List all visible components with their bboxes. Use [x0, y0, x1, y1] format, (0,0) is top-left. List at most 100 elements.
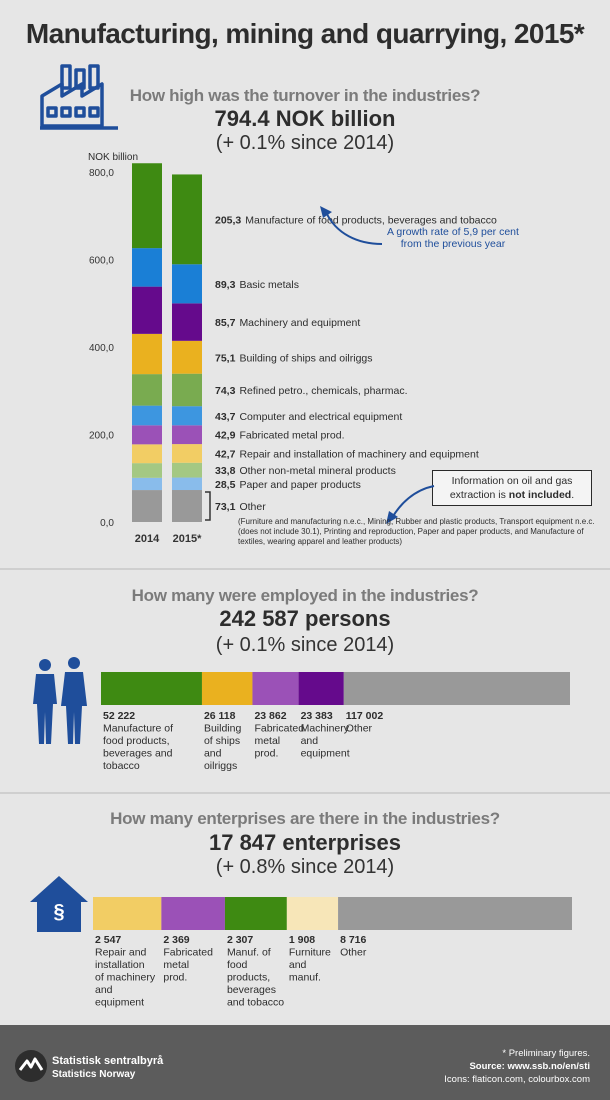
- footer: Statistisk sentralbyrå Statistics Norway…: [0, 1025, 610, 1100]
- bar-segment: [132, 248, 162, 287]
- segment-name-label: tobacco: [103, 760, 140, 772]
- turnover-change: (+ 0.1% since 2014): [215, 132, 395, 154]
- bar-segment: [286, 897, 339, 930]
- enterprises-question: How many enterprises are there in the in…: [110, 809, 500, 828]
- segment-label: 28,5 Paper and paper products: [215, 479, 361, 491]
- segment-name-label: and: [95, 984, 113, 996]
- segment-name-label: food: [227, 959, 248, 971]
- bar-segment: [201, 672, 253, 705]
- turnover-chart: 0,0 200,0 400,0 600,0 800,0 2014 2015* 73,1 Othe…: [89, 163, 497, 545]
- other-note: (Furniture and manufacturing n.e.c., Min…: [238, 517, 595, 546]
- segment-label: 85,7 Machinery and equipment: [215, 317, 360, 329]
- segment-value-label: 2 307: [227, 934, 253, 946]
- bar-segment: [132, 163, 162, 249]
- turnover-value: 794.4 NOK billion: [214, 106, 396, 131]
- bar-segment: [172, 174, 202, 265]
- segment-name-label: Machinery: [301, 723, 350, 735]
- segment-name-label: Manufacture of: [103, 723, 173, 735]
- segment-label: 74,3 Refined petro., chemicals, pharmac.: [215, 385, 408, 397]
- bar-segment: [132, 286, 162, 334]
- bar-segment: [161, 897, 225, 930]
- bar-segment: [93, 897, 162, 930]
- segment-name-label: food products,: [103, 735, 170, 747]
- bar-segment: [132, 490, 162, 522]
- segment-name-label: products,: [227, 972, 270, 984]
- page-title: Manufacturing, mining and quarrying, 201…: [25, 18, 585, 49]
- svg-text:§: §: [53, 901, 64, 923]
- bar-segment: [298, 672, 344, 705]
- enterprises-value: 17 847 enterprises: [208, 830, 402, 855]
- segment-name-label: Manuf. of: [227, 947, 271, 959]
- bar-segment: [132, 444, 162, 464]
- divider: [0, 792, 610, 794]
- bar-segment: [172, 462, 202, 478]
- bar-segment: [252, 672, 299, 705]
- segment-value-label: 8 716: [340, 934, 366, 946]
- info-arrow-icon: [386, 485, 435, 524]
- segment-name-label: Other: [346, 723, 373, 735]
- segment-name-label: Furniture: [289, 947, 331, 959]
- bar-segment: [101, 672, 202, 705]
- segment-name-label: oilriggs: [204, 760, 237, 772]
- growth-callout: A growth rate of 5,9 per cent from the p…: [387, 226, 519, 250]
- footnote: * Preliminary figures.: [502, 1048, 590, 1059]
- segment-name-label: prod.: [254, 748, 278, 760]
- segment-name-label: beverages and: [103, 748, 173, 760]
- segment-name-label: prod.: [163, 972, 187, 984]
- segment-name-label: manuf.: [289, 972, 321, 984]
- y-tick-label: 800,0: [89, 168, 114, 179]
- segment-value-label: 26 118: [204, 710, 236, 722]
- info-box-end: .: [571, 489, 575, 501]
- y-tick-label: 0,0: [100, 518, 114, 529]
- bar-segment: [172, 373, 202, 407]
- segment-label: 42,7 Repair and installation of machinery…: [215, 448, 479, 460]
- bar-segment: [338, 897, 572, 930]
- bar-segment: [132, 405, 162, 426]
- employment-value: 242 587 persons: [219, 606, 391, 631]
- callout-arrow-icon: [320, 206, 383, 245]
- turnover-question: How high was the turnover in the industr…: [129, 86, 481, 105]
- persons-icon: [33, 657, 87, 744]
- segment-value-label: 52 222: [103, 710, 135, 722]
- source-text: Source: www.ssb.no/en/sti: [469, 1061, 590, 1072]
- bar-segment: [172, 303, 202, 341]
- segment-name-label: Fabricated: [254, 723, 304, 735]
- bar-segment: [172, 340, 202, 374]
- segment-label: 73,1 Other: [215, 501, 266, 513]
- segment-name-label: Building: [204, 723, 242, 735]
- bar-segment: [172, 444, 202, 463]
- ssb-logo-icon: [15, 1050, 47, 1082]
- segment-name-label: metal: [254, 735, 280, 747]
- bar-segment: [224, 897, 287, 930]
- bar-segment: [132, 477, 162, 491]
- employment-change: (+ 0.1% since 2014): [215, 634, 395, 656]
- segment-label: 205,3 Manufacture of food products, bever…: [215, 214, 497, 226]
- icon-credits: Icons: flaticon.com, colourbox.com: [444, 1074, 590, 1085]
- segment-value-label: 2 369: [163, 934, 189, 946]
- segment-label: 42,9 Fabricated metal prod.: [215, 430, 345, 442]
- segment-name-label: Repair and: [95, 947, 147, 959]
- bar-segment: [132, 425, 162, 445]
- segment-label: 89,3 Basic metals: [215, 279, 299, 291]
- segment-name-label: and tobacco: [227, 997, 284, 1009]
- divider: [0, 568, 610, 570]
- bar-segment: [172, 477, 202, 491]
- segment-label: 75,1 Building of ships and oilriggs: [215, 352, 373, 364]
- ssb-logo-subtext: Statistics Norway: [52, 1069, 136, 1080]
- bar-segment: [172, 425, 202, 445]
- segment-name-label: equipment: [95, 997, 144, 1009]
- segment-name-label: of machinery: [95, 972, 156, 984]
- bar-segment: [132, 463, 162, 478]
- segment-name-label: Fabricated: [163, 947, 213, 959]
- y-tick-label: 400,0: [89, 343, 114, 354]
- segment-name-label: Other: [340, 947, 367, 959]
- y-axis-label: NOK billion: [88, 152, 139, 163]
- segment-value-label: 117 002: [346, 710, 384, 722]
- bar-segment: [343, 672, 570, 705]
- segment-name-label: equipment: [301, 748, 350, 760]
- y-tick-label: 200,0: [89, 431, 114, 442]
- info-box: Information on oil and gas extraction is…: [432, 470, 592, 506]
- x-tick-label: 2014: [135, 533, 160, 545]
- other-bracket: [205, 491, 211, 521]
